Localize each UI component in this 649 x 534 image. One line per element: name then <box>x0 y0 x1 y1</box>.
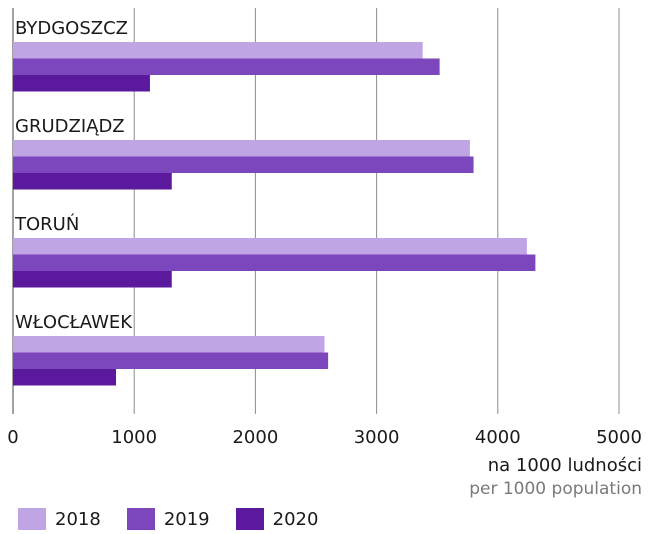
bar-2018 <box>13 42 423 59</box>
legend-item: 2019 <box>126 508 210 530</box>
legend-item: 2018 <box>18 508 101 530</box>
legend-item: 2020 <box>235 508 319 530</box>
category-label: GRUDZIĄDZ <box>15 116 125 137</box>
bar-2020 <box>13 369 117 386</box>
bar-2018 <box>13 336 325 353</box>
legend-label: 2020 <box>272 508 319 530</box>
x-tick-label: 1000 <box>111 427 157 448</box>
legend-swatch <box>18 508 46 530</box>
bar-2019 <box>13 156 474 173</box>
legend-swatch <box>235 508 264 530</box>
legend-label: 2018 <box>55 508 101 530</box>
legend-label: 2019 <box>163 508 210 530</box>
x-axis-label-secondary: per 1000 population <box>469 479 642 499</box>
category-label: TORUŃ <box>14 213 79 235</box>
bar-2018 <box>13 140 470 157</box>
bar-2020 <box>13 75 150 92</box>
legend-swatch <box>126 508 155 530</box>
bar-2020 <box>13 271 172 288</box>
bars <box>13 42 536 386</box>
bar-2020 <box>13 173 172 190</box>
x-tick-label: 0 <box>7 427 18 448</box>
bar-2018 <box>13 238 527 255</box>
x-tick-labels: 0 1000 2000 3000 4000 5000 <box>7 427 642 448</box>
category-labels: BYDGOSZCZ GRUDZIĄDZ TORUŃ WŁOCŁAWEK <box>14 18 133 333</box>
category-label: WŁOCŁAWEK <box>15 312 133 333</box>
x-tick-label: 2000 <box>232 427 278 448</box>
bar-2019 <box>13 352 329 369</box>
bar-2019 <box>13 254 536 271</box>
x-tick-label: 5000 <box>596 427 642 448</box>
category-label: BYDGOSZCZ <box>15 18 128 39</box>
bar-2019 <box>13 58 440 75</box>
x-axis-label: na 1000 ludności <box>487 455 642 476</box>
x-tick-label: 3000 <box>354 427 400 448</box>
x-tick-label: 4000 <box>475 427 521 448</box>
legend: 2018 2019 2020 <box>18 508 344 530</box>
